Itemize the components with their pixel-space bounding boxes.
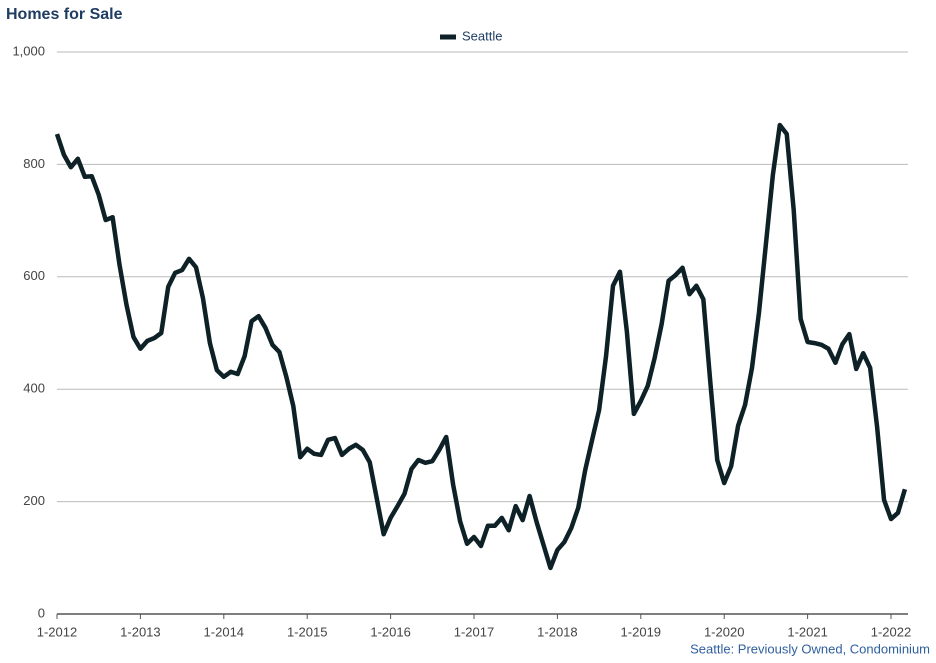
chart-note: Seattle: Previously Owned, Condominium [690,641,930,656]
y-tick-label: 1,000 [12,43,45,58]
y-tick-label: 400 [23,381,45,396]
x-tick-label: 1-2013 [120,624,160,639]
x-tick-label: 1-2022 [871,624,911,639]
x-tick-label: 1-2016 [370,624,410,639]
series-line [54,122,908,571]
y-tick-label: 0 [38,605,45,620]
x-tick-label: 1-2020 [704,624,744,639]
x-tick-label: 1-2021 [787,624,827,639]
x-tick-label: 1-2015 [287,624,327,639]
x-tick-label: 1-2018 [537,624,577,639]
x-tick-label: 1-2012 [37,624,77,639]
x-tick-label: 1-2019 [621,624,661,639]
y-tick-label: 200 [23,493,45,508]
legend-label: Seattle [462,28,502,43]
x-tick-label: 1-2014 [204,624,244,639]
y-tick-label: 600 [23,268,45,283]
x-tick-label: 1-2017 [454,624,494,639]
y-tick-label: 800 [23,156,45,171]
chart-title: Homes for Sale [6,6,123,23]
